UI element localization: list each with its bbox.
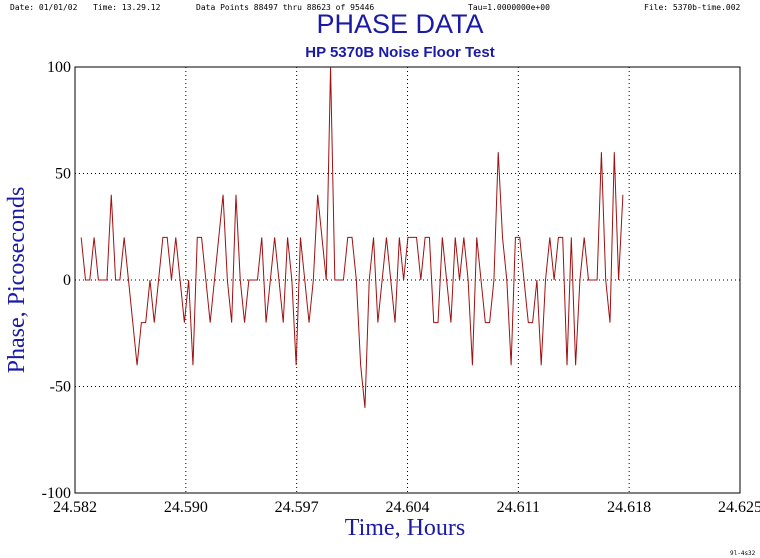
x-axis-label: Time, Hours xyxy=(345,515,465,541)
y-tick-label: -50 xyxy=(50,379,71,396)
grid-lines xyxy=(75,67,740,493)
y-tick-label: 50 xyxy=(55,166,71,183)
y-tick-label: -100 xyxy=(42,485,71,502)
y-tick-label: 0 xyxy=(63,272,71,289)
y-tick-label: 100 xyxy=(47,59,71,76)
header-time: Time: 13.29.12 xyxy=(93,3,161,12)
chart-subtitle: HP 5370B Noise Floor Test xyxy=(305,44,495,61)
y-axis-label: Phase, Picoseconds xyxy=(4,187,30,374)
x-tick-labels: 24.582 24.590 24.597 24.604 24.611 24.618 24.6… xyxy=(53,499,760,516)
header-tau: Tau=1.0000000e+00 xyxy=(468,3,550,12)
x-tick-label: 24.590 xyxy=(164,499,208,516)
header-points: Data Points 88497 thru 88623 of 95446 xyxy=(196,3,374,12)
footer-code: 9l-4s32 xyxy=(730,550,756,557)
x-tick-label: 24.625 xyxy=(718,499,760,516)
x-tick-label: 24.618 xyxy=(607,499,651,516)
x-tick-label: 24.582 xyxy=(53,499,97,516)
x-tick-label: 24.597 xyxy=(275,499,319,516)
y-tick-labels: 100 50 0 -50 -100 xyxy=(42,59,71,502)
x-tick-label: 24.611 xyxy=(497,499,540,516)
chart-title: PHASE DATA xyxy=(316,9,483,39)
series-line xyxy=(80,66,624,408)
header-date: Date: 01/01/02 xyxy=(10,3,78,12)
header-file: File: 5370b-time.002 xyxy=(644,3,741,12)
x-tick-label: 24.604 xyxy=(386,499,430,516)
